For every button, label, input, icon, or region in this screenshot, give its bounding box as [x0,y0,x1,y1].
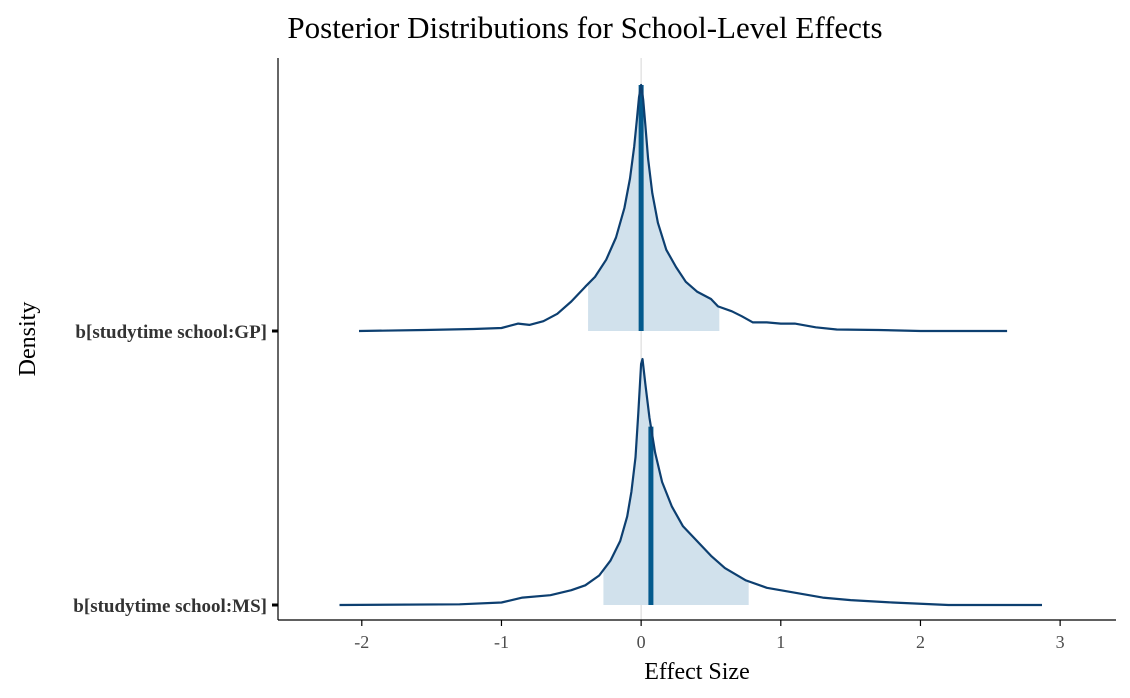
series-1-interval-area [588,85,720,331]
y-category-label: b[studytime school:MS] [73,596,267,617]
y-axis-title: Density [15,302,41,377]
x-tick-label: 1 [776,632,785,652]
series-1-density-curve [358,83,1008,333]
x-ticks: -2 -1 0 1 2 3 [354,620,1065,652]
x-tick-label: 3 [1056,632,1065,652]
x-tick-label: 2 [916,632,925,652]
plot-marks [339,83,1042,607]
series-2-interval-area [603,359,749,605]
x-axis-title: Effect Size [644,659,750,685]
chart-title: Posterior Distributions for School-Level… [287,10,882,45]
x-tick-label: 0 [637,632,646,652]
x-tick-label: -2 [354,632,369,652]
y-category-label: b[studytime school:GP] [75,322,267,343]
series-2-density-curve [339,357,1042,607]
y-category-labels: b[studytime school:GP] b[studytime school… [73,322,278,617]
x-tick-label: -1 [494,632,509,652]
